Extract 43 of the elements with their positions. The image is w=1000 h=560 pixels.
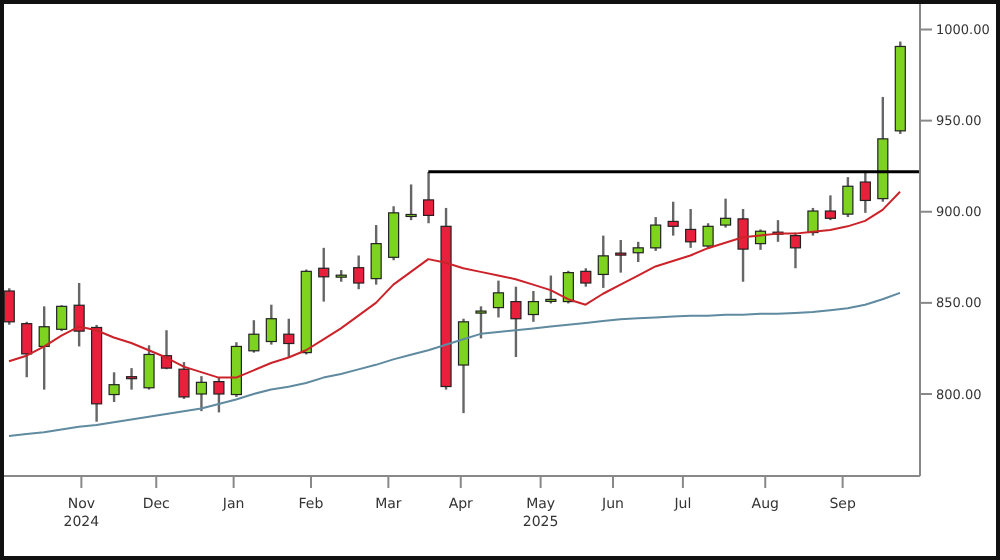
- candlestick: [545, 274, 557, 305]
- candlestick: [4, 287, 15, 326]
- line-series: [7, 291, 902, 437]
- candlestick: [510, 285, 522, 359]
- candlestick: [56, 304, 68, 333]
- candlestick: [178, 360, 190, 401]
- candlestick: [353, 254, 365, 291]
- candlestick: [265, 303, 277, 346]
- candlestick: [527, 289, 539, 324]
- candlestick: [405, 183, 417, 222]
- candlestick: [597, 234, 609, 290]
- candlestick: [388, 205, 400, 262]
- candlestick: [824, 194, 837, 222]
- candlestick: [108, 371, 120, 404]
- candlestick: [737, 207, 749, 283]
- candlestick: [318, 246, 330, 303]
- candlestick: [475, 305, 487, 340]
- candlestick: [283, 317, 295, 359]
- candlestick: [73, 281, 85, 348]
- candlestick: [125, 366, 138, 391]
- candlestick: [615, 238, 627, 274]
- candlestick: [492, 279, 505, 319]
- candlestick: [248, 318, 260, 354]
- candlestick: [213, 376, 225, 414]
- candlestick: [667, 200, 679, 237]
- candlestick: [685, 207, 697, 250]
- candlestick: [143, 344, 155, 391]
- candlestick: [719, 197, 732, 229]
- candlestick: [562, 269, 574, 305]
- candlestick: [195, 374, 208, 413]
- candlestick: [789, 231, 802, 270]
- candlestick: [422, 170, 435, 225]
- candlestick: [21, 320, 33, 379]
- candlestick: [842, 175, 854, 219]
- candlestick: [580, 267, 592, 288]
- candlestick: [702, 222, 714, 251]
- candlestick: [370, 223, 382, 286]
- candlestick: [38, 305, 50, 391]
- candlestick: [859, 169, 871, 215]
- candlestick: [632, 240, 644, 264]
- candlestick: [457, 317, 470, 415]
- candlestick: [807, 206, 819, 237]
- candlestick: [650, 215, 662, 253]
